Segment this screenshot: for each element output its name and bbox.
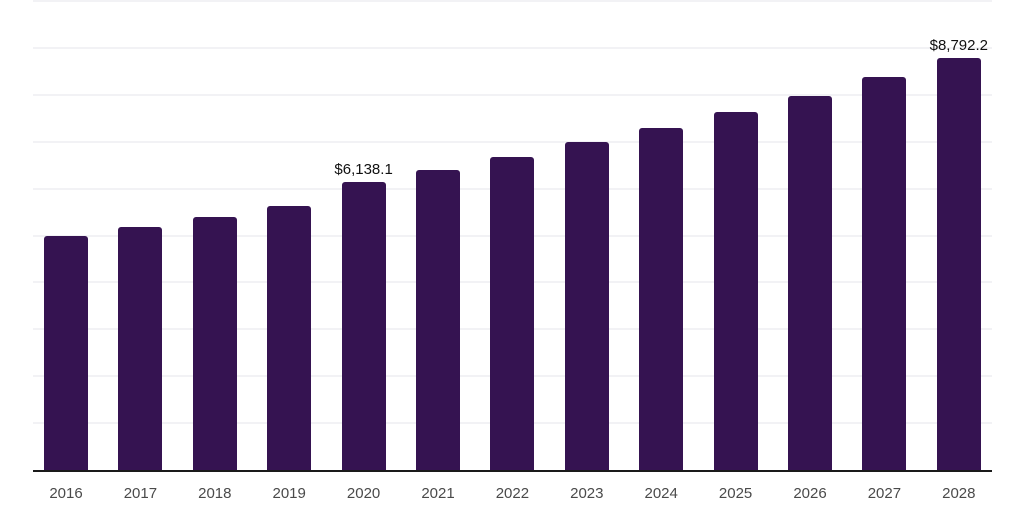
x-axis-tick-label-2020: 2020	[346, 485, 381, 502]
x-axis-tick-label-2019: 2019	[272, 485, 306, 502]
bar-2022[interactable]	[490, 156, 535, 470]
bar-2026[interactable]	[788, 95, 832, 470]
gridline	[33, 0, 992, 2]
x-axis-tick-label-2028: 2028	[942, 485, 976, 502]
bar-2017[interactable]	[118, 226, 163, 470]
x-axis-tick-label-2021: 2021	[421, 485, 455, 502]
x-axis-tick-label-2016: 2016	[49, 485, 83, 502]
x-axis-tick-label-2018: 2018	[198, 485, 232, 502]
bar-2016[interactable]	[44, 235, 88, 470]
x-axis-tick-label-2024: 2024	[644, 485, 678, 502]
gridline	[33, 140, 992, 143]
bar-value-label-2028: $8,792.2	[929, 36, 988, 54]
x-axis-tick-label-2025: 2025	[718, 485, 753, 502]
bar-2024[interactable]	[639, 127, 684, 470]
bar-value-label-2020: $6,138.1	[334, 161, 393, 179]
bar-2023[interactable]	[564, 142, 609, 470]
bar-2018[interactable]	[192, 216, 237, 470]
x-axis-line	[33, 470, 992, 472]
bar-2021[interactable]	[416, 169, 460, 470]
x-axis-tick-label-2022: 2022	[495, 485, 530, 502]
x-axis-tick-label-2026: 2026	[793, 485, 827, 502]
x-axis-tick-label-2023: 2023	[570, 485, 604, 502]
x-axis-tick-label-2017: 2017	[123, 485, 158, 502]
bar-2020[interactable]	[341, 182, 386, 470]
bar-2019[interactable]	[267, 205, 312, 470]
bar-2027[interactable]	[862, 77, 907, 470]
bar-2025[interactable]	[713, 112, 758, 470]
gridline	[33, 46, 992, 49]
x-axis-tick-label-2027: 2027	[867, 485, 902, 502]
gridline	[33, 93, 992, 96]
bar-2028[interactable]	[936, 57, 981, 470]
